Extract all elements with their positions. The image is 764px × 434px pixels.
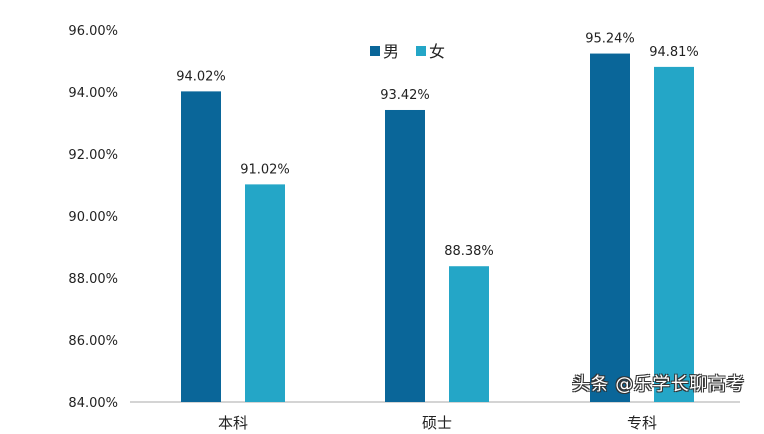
y-tick-label: 84.00%: [68, 396, 118, 411]
data-label: 93.42%: [380, 88, 430, 103]
data-label: 95.24%: [585, 32, 635, 47]
y-tick-label: 90.00%: [68, 210, 118, 225]
bar-female: [449, 266, 489, 402]
y-tick-label: 92.00%: [68, 148, 118, 163]
y-tick-label: 86.00%: [68, 334, 118, 349]
x-tick-label: 本科: [218, 414, 248, 432]
y-tick-label: 96.00%: [68, 24, 118, 39]
bar-male: [590, 53, 630, 403]
bar-male: [181, 91, 221, 402]
bar-male: [385, 109, 425, 402]
data-label: 94.81%: [649, 45, 699, 60]
legend-label: 女: [429, 42, 445, 61]
bar-female: [654, 66, 694, 402]
bar-female: [245, 184, 285, 402]
legend-swatch: [370, 46, 380, 56]
y-tick-label: 94.00%: [68, 86, 118, 101]
legend-label: 男: [383, 42, 399, 61]
legend-swatch: [416, 46, 426, 56]
y-tick-label: 88.00%: [68, 272, 118, 287]
data-label: 91.02%: [240, 162, 290, 177]
x-tick-label: 专科: [627, 414, 657, 432]
watermark: 头条 @乐学长聊高考: [572, 374, 745, 395]
data-label: 94.02%: [176, 69, 226, 84]
x-tick-label: 硕士: [422, 414, 452, 432]
data-label: 88.38%: [444, 244, 494, 259]
